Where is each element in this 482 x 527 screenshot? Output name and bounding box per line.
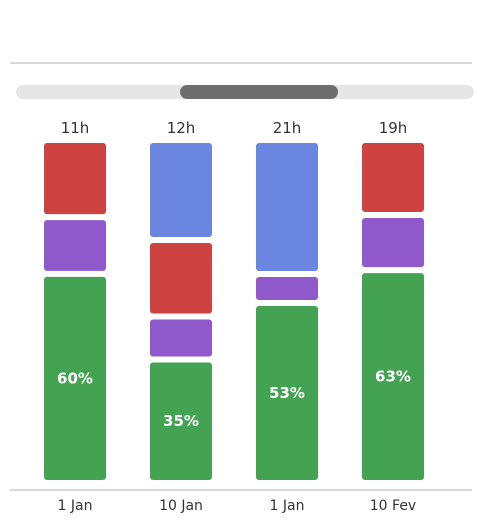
bar-segment <box>256 143 318 272</box>
bar-total-label: 21h <box>273 119 302 137</box>
bar-total-label: 19h <box>379 119 408 137</box>
bar-segment <box>362 273 424 480</box>
bar-segment <box>44 220 106 271</box>
x-tick-label: 1 Jan <box>58 498 93 514</box>
bar-segment <box>150 143 212 238</box>
x-tick-label: 10 Jan <box>159 498 203 514</box>
bar-value-label: 35% <box>163 412 199 430</box>
bar-segment <box>256 277 318 301</box>
x-axis-line <box>10 489 472 491</box>
bar-value-label: 53% <box>269 384 305 402</box>
bar-segment <box>44 143 106 215</box>
bar-segment <box>362 217 424 268</box>
bar-segment <box>150 362 212 480</box>
scrollbar-thumb[interactable] <box>180 85 338 99</box>
bar-value-label: 60% <box>57 369 93 387</box>
bar-value-label: 63% <box>375 368 411 386</box>
bar-total-label: 11h <box>61 119 90 137</box>
top-divider <box>10 62 472 64</box>
bar-total-label: 12h <box>167 119 196 137</box>
x-tick-label: 10 Fev <box>370 498 416 514</box>
bar-segment <box>44 276 106 480</box>
bar-segment <box>362 143 424 212</box>
horizontal-scrollbar[interactable] <box>16 85 474 99</box>
bar-segment <box>256 306 318 480</box>
bar-segment <box>150 319 212 357</box>
x-tick-label: 1 Jan <box>270 498 305 514</box>
bar-segment <box>150 243 212 314</box>
